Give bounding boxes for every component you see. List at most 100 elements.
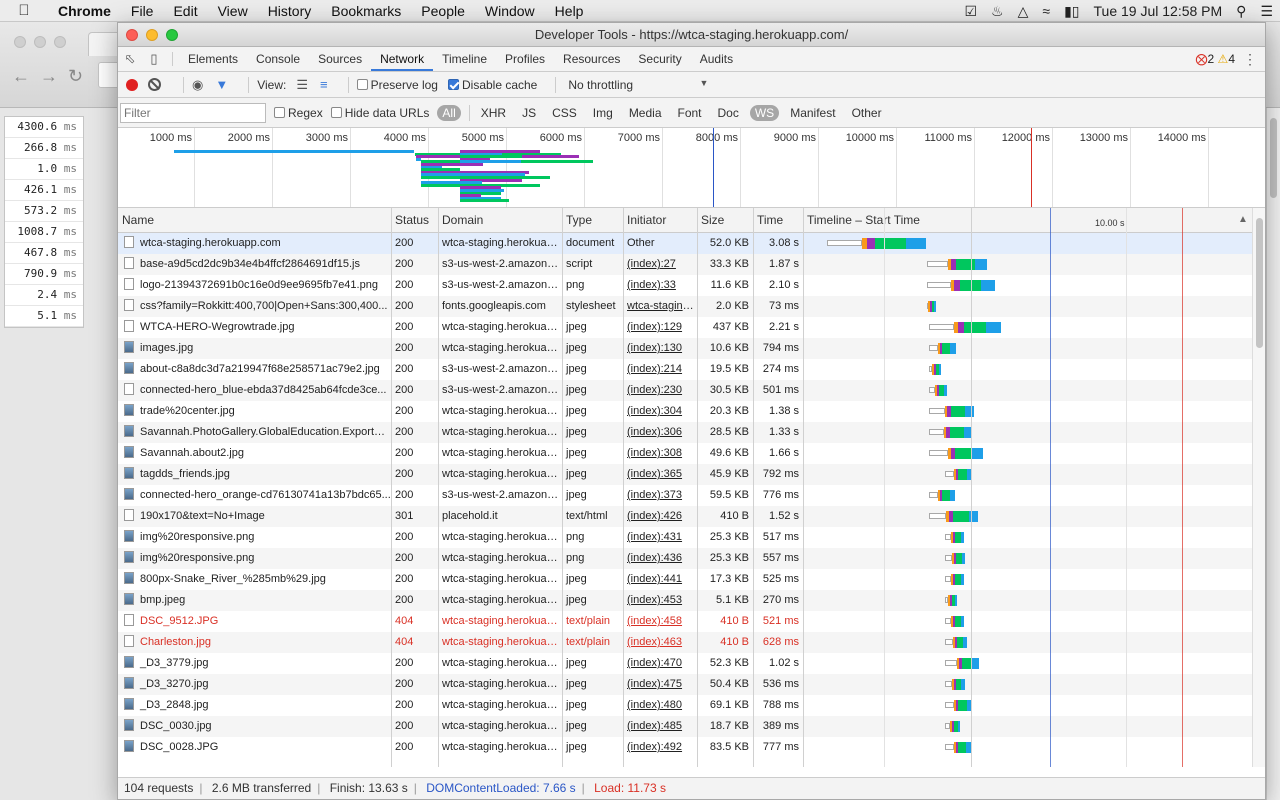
tab-timeline[interactable]: Timeline [442, 52, 488, 66]
request-name[interactable]: trade%20center.jpg [118, 401, 391, 421]
request-initiator[interactable]: (index):470 [623, 653, 697, 673]
request-name[interactable]: _D3_3270.jpg [118, 674, 391, 694]
request-name[interactable]: img%20responsive.png [118, 527, 391, 547]
table-row[interactable]: 800px-Snake_River_%285mb%29.jpg 200 wtca-s… [118, 569, 1265, 590]
clear-icon[interactable] [148, 78, 161, 91]
request-name[interactable]: WTCA-HERO-Wegrowtrade.jpg [118, 317, 391, 337]
table-row[interactable]: img%20responsive.png 200 wtca-staging.hero… [118, 527, 1265, 548]
preserve-log-box[interactable] [356, 78, 368, 90]
request-name[interactable]: images.jpg [118, 338, 391, 358]
request-name[interactable]: DSC_9512.JPG [118, 611, 391, 631]
column-divider[interactable] [438, 208, 439, 767]
back-arrow-icon[interactable]: ← [12, 66, 30, 86]
request-name[interactable]: _D3_2848.jpg [118, 695, 391, 715]
record-icon[interactable] [126, 78, 138, 91]
type-filter-media[interactable]: Media [628, 105, 662, 120]
type-filter-font[interactable]: Font [677, 105, 702, 120]
column-divider[interactable] [623, 208, 624, 767]
request-initiator[interactable]: (index):431 [623, 527, 697, 547]
table-row[interactable]: logo-21394372691b0c16e0d9ee9695fb7e41.pn… [118, 275, 1265, 296]
menu-history[interactable]: History [267, 2, 312, 19]
table-row[interactable]: images.jpg 200 wtca-staging.herokuapp.com j… [118, 338, 1265, 359]
table-row[interactable]: DSC_0030.jpg 200 wtca-staging.herokuapp.co… [118, 716, 1265, 737]
table-row[interactable]: img%20responsive.png 200 wtca-staging.hero… [118, 548, 1265, 569]
table-row[interactable]: connected-hero_blue-ebda37d8425ab64fcde3… [118, 380, 1265, 401]
wifi-icon[interactable]: ≈ [1042, 3, 1051, 19]
tab-security[interactable]: Security [638, 52, 682, 66]
table-row[interactable]: bmp.jpeg 200 wtca-staging.herokuapp.com jpe… [118, 590, 1265, 611]
table-row[interactable]: Charleston.jpg 404 wtca-staging.herokuapp.… [118, 632, 1265, 653]
request-initiator[interactable]: (index):436 [623, 548, 697, 568]
inspect-element-icon[interactable]: ⬁ [124, 51, 136, 66]
request-initiator[interactable]: (index):365 [623, 464, 697, 484]
table-row[interactable]: _D3_3779.jpg 200 wtca-staging.herokuapp.co… [118, 653, 1265, 674]
column-divider[interactable] [697, 208, 698, 767]
request-name[interactable]: 800px-Snake_River_%285mb%29.jpg [118, 569, 391, 589]
column-header-timeline[interactable]: Timeline – Start Time [807, 213, 920, 227]
hide-data-urls-box[interactable] [330, 106, 342, 118]
request-initiator[interactable]: (index):230 [623, 380, 697, 400]
type-filter-ws[interactable]: WS [749, 104, 780, 121]
bg-scroll-thumb[interactable] [1270, 118, 1277, 198]
tab-elements[interactable]: Elements [188, 52, 239, 66]
menu-help[interactable]: Help [554, 2, 584, 19]
menu-view[interactable]: View [217, 2, 248, 19]
regex-box[interactable] [274, 106, 285, 118]
column-header-type[interactable]: Type [566, 213, 593, 227]
request-name[interactable]: base-a9d5cd2dc9b34e4b4ffcf2864691df15.js [118, 254, 391, 274]
request-initiator[interactable]: (index):463 [623, 632, 697, 652]
table-row[interactable]: about-c8a8dc3d7a219947f68e258571ac79e2.j… [118, 359, 1265, 380]
request-initiator[interactable]: (index):129 [623, 317, 697, 337]
request-name[interactable]: DSC_0030.jpg [118, 716, 391, 736]
request-initiator[interactable]: wtca-staging... [623, 296, 697, 316]
menu-file[interactable]: File [130, 2, 154, 19]
more-options-icon[interactable]: ⋮ [1243, 51, 1257, 67]
request-initiator[interactable]: (index):475 [623, 674, 697, 694]
battery-icon[interactable]: ▮▯ [1064, 2, 1080, 19]
menu-window[interactable]: Window [484, 2, 535, 19]
notification-center-icon[interactable]: ☰ [1260, 2, 1273, 19]
column-header-name[interactable]: Name [122, 213, 155, 227]
table-row[interactable]: WTCA-HERO-Wegrowtrade.jpg 200 wtca-staging… [118, 317, 1265, 338]
column-header-initiator[interactable]: Initiator [627, 213, 667, 227]
menu-people[interactable]: People [421, 2, 465, 19]
table-row[interactable]: wtca-staging.herokuapp.com 200 wtca-stagin… [118, 233, 1265, 254]
request-name[interactable]: about-c8a8dc3d7a219947f68e258571ac79e2.j… [118, 359, 391, 379]
bg-zoom-button[interactable] [54, 36, 66, 48]
table-row[interactable]: Savannah.about2.jpg 200 wtca-staging.herok… [118, 443, 1265, 464]
request-initiator[interactable]: (index):308 [623, 443, 697, 463]
menu-clock[interactable]: Tue 19 Jul 12:58 PM [1093, 3, 1223, 19]
request-name[interactable]: Savannah.PhotoGallery.GlobalEducation.Ex… [118, 422, 391, 442]
bg-minimize-button[interactable] [34, 36, 46, 48]
request-name[interactable]: Charleston.jpg [118, 632, 391, 652]
type-filter-other[interactable]: Other [851, 105, 882, 120]
request-initiator[interactable]: (index):214 [623, 359, 697, 379]
request-initiator[interactable]: (index):130 [623, 338, 697, 358]
capture-screenshots-icon[interactable]: ◉ [192, 76, 204, 92]
type-filter-manifest[interactable]: Manifest [790, 105, 836, 120]
request-name[interactable]: tagdds_friends.jpg [118, 464, 391, 484]
background-page-scrollbar[interactable] [1266, 108, 1280, 800]
table-row[interactable]: 190x170&text=No+Image 301 placehold.it text… [118, 506, 1265, 527]
filter-funnel-icon[interactable]: ▼ [215, 77, 229, 92]
filter-input[interactable] [120, 102, 266, 123]
table-row[interactable]: Savannah.PhotoGallery.GlobalEducation.Ex… [118, 422, 1265, 443]
throttling-select[interactable]: No throttling [568, 78, 708, 92]
type-filter-all[interactable]: All [437, 104, 461, 121]
request-name[interactable]: connected-hero_orange-cd76130741a13b7bdc… [118, 485, 391, 505]
table-scrollbar[interactable] [1252, 208, 1265, 767]
table-row[interactable]: css?family=Rokkitt:400,700|Open+Sans:300… [118, 296, 1265, 317]
column-header-size[interactable]: Size [701, 213, 725, 227]
request-initiator[interactable]: Other [623, 233, 697, 253]
disable-cache-checkbox[interactable]: Disable cache [447, 78, 537, 92]
request-initiator[interactable]: (index):27 [623, 254, 697, 274]
request-initiator[interactable]: (index):480 [623, 695, 697, 715]
request-name[interactable]: _D3_3779.jpg [118, 653, 391, 673]
table-scroll-thumb[interactable] [1256, 218, 1263, 348]
checkmark-icon[interactable]: ☑ [964, 2, 978, 19]
type-filter-xhr[interactable]: XHR [480, 105, 507, 120]
menu-bookmarks[interactable]: Bookmarks [331, 2, 402, 19]
column-divider[interactable] [391, 208, 392, 767]
menu-app-name[interactable]: Chrome [58, 2, 111, 19]
menu-edit[interactable]: Edit [173, 2, 198, 19]
